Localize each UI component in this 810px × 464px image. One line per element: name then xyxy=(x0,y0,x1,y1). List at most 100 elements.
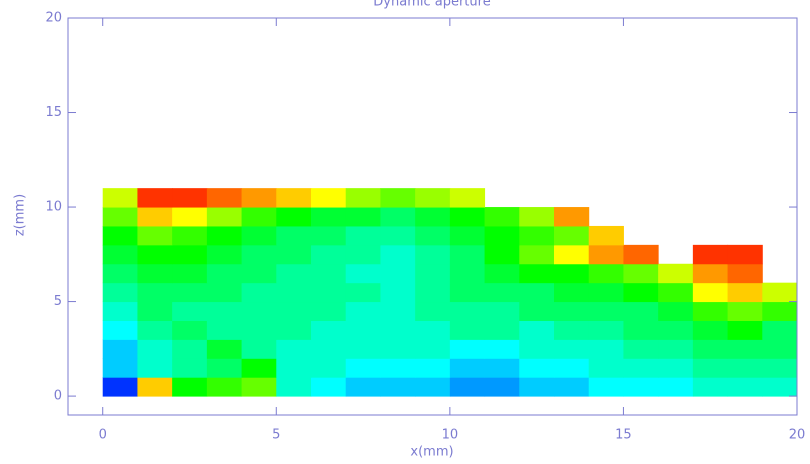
heat-cell xyxy=(727,244,763,265)
heat-cell xyxy=(449,188,486,208)
heat-cell xyxy=(241,207,277,227)
heat-cell xyxy=(345,377,381,397)
heat-cell xyxy=(345,244,381,265)
heat-cell xyxy=(588,377,624,397)
x-axis-label: x(mm) xyxy=(410,445,453,460)
heat-cell xyxy=(137,339,173,359)
heat-cell xyxy=(137,244,173,265)
heat-cell xyxy=(588,244,624,265)
heat-cell xyxy=(380,225,416,246)
heat-cell xyxy=(241,377,277,397)
heat-cell xyxy=(519,301,555,321)
heat-cell xyxy=(519,377,555,397)
heat-cell xyxy=(727,358,763,378)
heat-cell xyxy=(519,225,555,246)
heat-cell xyxy=(206,207,243,227)
heat-cell xyxy=(415,263,451,284)
heat-cell xyxy=(241,358,277,378)
heat-cell xyxy=(554,263,590,284)
heat-cell xyxy=(449,263,486,284)
heat-cell xyxy=(380,301,416,321)
heat-cell xyxy=(137,358,173,378)
heat-cell xyxy=(449,225,486,246)
heat-cell xyxy=(484,301,520,321)
heat-cell xyxy=(484,207,520,227)
heat-cell xyxy=(206,358,243,378)
heat-cell xyxy=(276,377,312,397)
heat-cell xyxy=(519,320,555,340)
heat-cell xyxy=(484,358,520,378)
heat-cell xyxy=(692,377,729,397)
heat-cell xyxy=(345,263,381,284)
heat-cell xyxy=(449,244,486,265)
heat-cell xyxy=(206,225,243,246)
heat-cell xyxy=(415,244,451,265)
heat-cell xyxy=(658,301,694,321)
heat-cell xyxy=(241,225,277,246)
heat-cell xyxy=(311,358,347,378)
heat-cell xyxy=(380,244,416,265)
heat-cell xyxy=(380,282,416,303)
heat-cell xyxy=(102,207,138,227)
heat-cell xyxy=(345,225,381,246)
heat-cell xyxy=(380,207,416,227)
heat-cell xyxy=(415,377,451,397)
heat-cell xyxy=(449,301,486,321)
heat-cell xyxy=(311,339,347,359)
heat-cell xyxy=(241,244,277,265)
heat-cell xyxy=(519,244,555,265)
heat-cell xyxy=(692,282,729,303)
heat-cell xyxy=(623,263,659,284)
heat-cell xyxy=(484,377,520,397)
heat-cell xyxy=(345,320,381,340)
heat-cell xyxy=(449,207,486,227)
x-tick-label: 5 xyxy=(272,428,280,443)
heat-cell xyxy=(102,263,138,284)
heat-cell xyxy=(415,301,451,321)
heat-cell xyxy=(345,282,381,303)
heat-cell xyxy=(276,358,312,378)
heat-cell xyxy=(623,377,659,397)
heat-cell xyxy=(276,301,312,321)
heat-cell xyxy=(762,282,798,303)
heat-cell xyxy=(206,244,243,265)
heat-cell xyxy=(519,339,555,359)
heat-cell xyxy=(137,282,173,303)
heat-cell xyxy=(623,358,659,378)
heat-cell xyxy=(623,320,659,340)
heat-cell xyxy=(449,320,486,340)
heat-cell xyxy=(137,301,173,321)
heat-cell xyxy=(345,301,381,321)
heat-cell xyxy=(311,244,347,265)
heat-cell xyxy=(137,320,173,340)
heat-cell xyxy=(102,339,138,359)
heat-cell xyxy=(345,188,381,208)
heat-cell xyxy=(172,282,208,303)
heat-cell xyxy=(658,320,694,340)
heat-cell xyxy=(554,358,590,378)
heat-cell xyxy=(241,320,277,340)
heat-cell xyxy=(449,377,486,397)
heat-cell xyxy=(276,188,312,208)
heat-cell xyxy=(415,282,451,303)
heat-cell xyxy=(172,207,208,227)
heat-cell xyxy=(762,301,798,321)
heat-cell xyxy=(554,339,590,359)
heat-cell xyxy=(554,320,590,340)
heat-cell xyxy=(380,377,416,397)
heat-cell xyxy=(241,263,277,284)
heat-cell xyxy=(172,339,208,359)
heat-cell xyxy=(206,377,243,397)
heat-cell xyxy=(658,377,694,397)
heat-cell xyxy=(484,263,520,284)
heat-cell xyxy=(276,320,312,340)
heat-cell xyxy=(519,282,555,303)
heat-cell xyxy=(311,301,347,321)
heat-cell xyxy=(276,339,312,359)
heat-cell xyxy=(137,377,173,397)
heat-cell xyxy=(345,207,381,227)
heat-cell xyxy=(762,377,798,397)
heat-cell xyxy=(554,244,590,265)
heat-cell xyxy=(276,282,312,303)
heat-cell xyxy=(137,207,173,227)
